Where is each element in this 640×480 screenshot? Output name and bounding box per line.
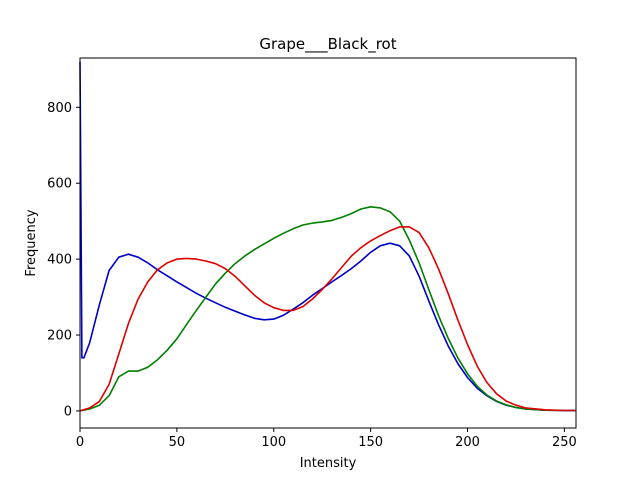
series-line-2: [79, 226, 576, 412]
y-tick-label: 400: [47, 253, 72, 268]
x-tick-label: 200: [455, 435, 480, 450]
x-tick-label: 0: [76, 435, 84, 450]
x-tick-label: 50: [169, 435, 186, 450]
x-axis-label: Intensity: [300, 456, 357, 471]
plot-frame: [79, 57, 577, 429]
ticks-layer: 0 50 100 150 200 250 0 200 400 600 800: [47, 101, 577, 450]
chart-title: Grape___Black_rot: [259, 35, 396, 54]
series-layer: [79, 61, 576, 412]
y-axis-label: Frequency: [24, 209, 39, 276]
series-line-0: [79, 61, 576, 412]
x-tick-label: 100: [261, 435, 286, 450]
x-tick-label: 150: [358, 435, 383, 450]
y-tick-label: 600: [47, 177, 72, 192]
x-tick-label: 250: [552, 435, 577, 450]
series-line-1: [79, 206, 576, 412]
y-tick-label: 200: [47, 329, 72, 344]
y-tick-label: 800: [47, 101, 72, 116]
y-tick-label: 0: [64, 404, 72, 419]
